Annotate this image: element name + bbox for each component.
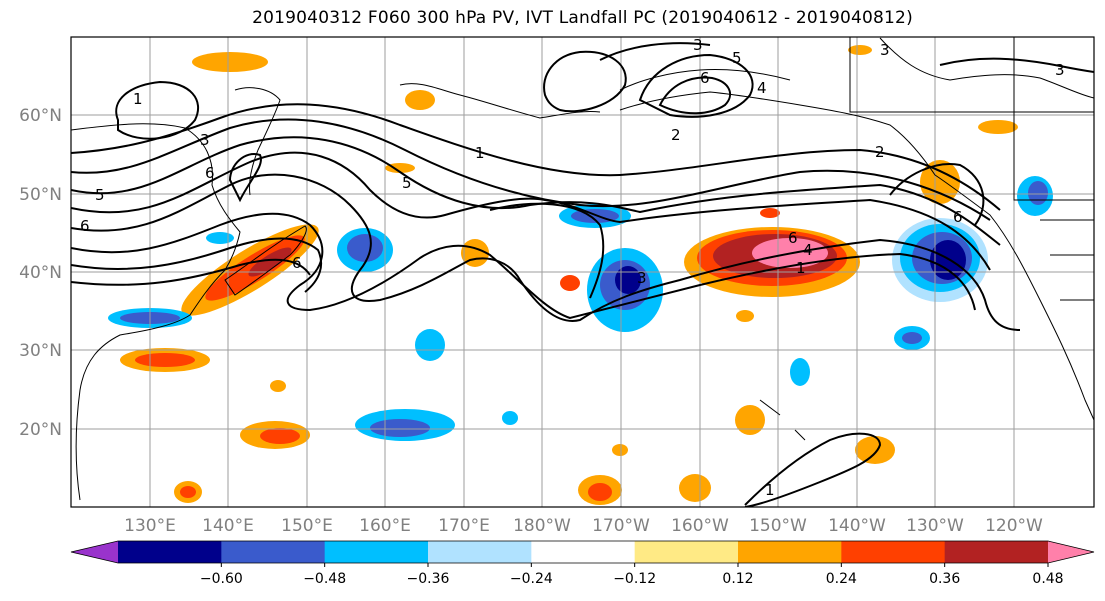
- lat-label-30n: 30°N: [19, 341, 62, 361]
- contour-label: 6: [80, 217, 90, 235]
- lon-label: 140°W: [828, 516, 886, 536]
- contour-label: 6: [953, 208, 963, 226]
- contour-label: 6: [292, 254, 302, 272]
- lon-label: 140°E: [202, 516, 254, 536]
- map-content: [71, 37, 1094, 507]
- contour-label: 2: [671, 126, 681, 144]
- colorbar-outline: [70, 540, 1095, 564]
- contour-labels: 1 3 6 5 6 5 1 6 2 4 5 6 2 3 6 4 1 6 3 3 …: [80, 36, 1065, 499]
- lon-label: 180°W: [513, 516, 571, 536]
- contour-label: 4: [757, 79, 767, 97]
- colorbar-segment: [324, 541, 429, 563]
- lat-label-20n: 20°N: [19, 420, 62, 440]
- colorbar-tick-label: 0.12: [722, 571, 753, 587]
- contour-label: 6: [788, 229, 798, 247]
- lon-label: 130°W: [906, 516, 964, 536]
- contour-label: 1: [796, 259, 806, 277]
- colorbar-tick-label: −0.36: [407, 571, 450, 587]
- map-border: [70, 36, 1095, 508]
- contour-label: 3: [880, 41, 890, 59]
- latitude-labels: 20°N 30°N 40°N 50°N 60°N: [19, 106, 62, 440]
- lon-label: 120°W: [985, 516, 1043, 536]
- colorbar-segment: [634, 541, 739, 563]
- contour-label: 6: [205, 164, 215, 182]
- lon-label: 150°W: [749, 516, 807, 536]
- lon-label: 130°E: [124, 516, 176, 536]
- contour-label: 1: [475, 144, 485, 162]
- colorbar-segment: [738, 541, 842, 563]
- lon-label: 170°E: [438, 516, 490, 536]
- contour-label: 5: [95, 186, 105, 204]
- lat-label-50n: 50°N: [19, 185, 62, 205]
- colorbar-tick-label: −0.48: [303, 571, 346, 587]
- colorbar-segment: [531, 541, 636, 563]
- colorbar-tick-label: 0.48: [1032, 571, 1063, 587]
- lon-label: 150°E: [281, 516, 333, 536]
- contour-label: 2: [875, 143, 885, 161]
- map-title: 2019040312 F060 300 hPa PV, IVT Landfall…: [252, 8, 913, 28]
- colorbar-segment: [428, 541, 532, 563]
- contour-label: 3: [1055, 61, 1065, 79]
- contour-label: 3: [637, 269, 647, 287]
- lon-label: 170°W: [592, 516, 650, 536]
- contour-label: 3: [693, 36, 703, 54]
- lat-label-40n: 40°N: [19, 263, 62, 283]
- colorbar-tick-label: −0.60: [200, 571, 243, 587]
- ivt-contours: [71, 42, 1094, 507]
- contour-label: 1: [765, 481, 775, 499]
- colorbar-segment: [841, 541, 946, 563]
- contour-label: 6: [700, 69, 710, 87]
- lon-label: 160°W: [671, 516, 729, 536]
- contour-label: 1: [133, 90, 143, 108]
- colorbar-tick-label: 0.36: [929, 571, 960, 587]
- lat-label-60n: 60°N: [19, 106, 62, 126]
- longitude-labels: 130°E 140°E 150°E 160°E 170°E 180°W 170°…: [124, 516, 1043, 536]
- contour-label: 5: [402, 174, 412, 192]
- colorbar-tick-label: −0.12: [613, 571, 656, 587]
- colorbar-tick-label: 0.24: [826, 571, 857, 587]
- colorbar-segment: [118, 541, 222, 563]
- colorbar-tick-label: −0.24: [510, 571, 553, 587]
- contour-label: 4: [803, 241, 813, 259]
- colorbar-extend-low: [71, 541, 118, 563]
- contour-label: 5: [732, 49, 742, 67]
- colorbar-segment: [944, 541, 1049, 563]
- contour-label: 3: [200, 131, 210, 149]
- colorbar: −0.60 −0.48 −0.36 −0.24 −0.12 0.12 0.24 0.36 0.4…: [70, 540, 1095, 587]
- lon-label: 160°E: [359, 516, 411, 536]
- colorbar-extend-high: [1048, 541, 1094, 563]
- colorbar-segment: [221, 541, 326, 563]
- graticule: [71, 37, 1094, 507]
